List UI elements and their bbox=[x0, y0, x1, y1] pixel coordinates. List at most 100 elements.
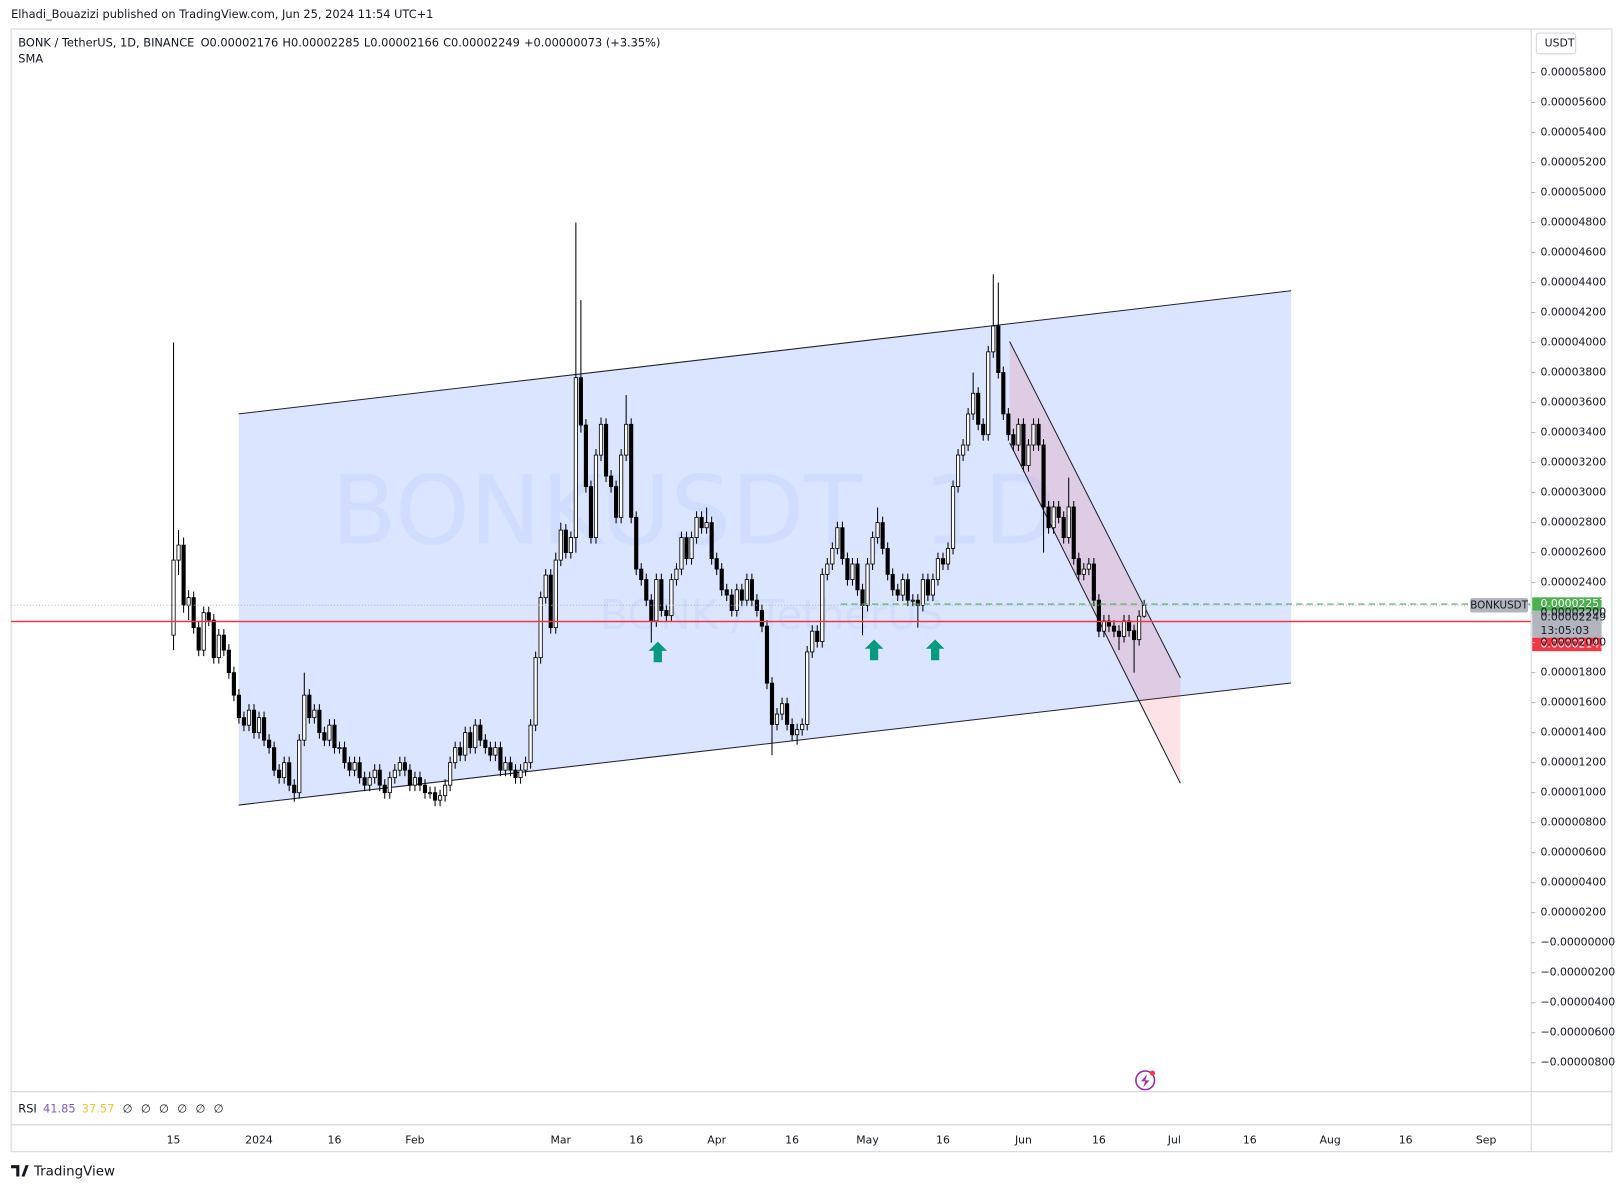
candle-body bbox=[443, 784, 448, 797]
candle-body bbox=[945, 547, 951, 565]
candle-body bbox=[614, 486, 619, 518]
x-tick-label: Sep bbox=[1476, 1133, 1497, 1146]
candle-body bbox=[382, 784, 387, 794]
candle-body bbox=[629, 423, 634, 518]
candle-body bbox=[578, 377, 583, 426]
candle-body bbox=[463, 732, 468, 756]
candle-body bbox=[774, 713, 780, 725]
price-label-box bbox=[1532, 610, 1602, 638]
candle-body bbox=[347, 762, 352, 771]
alert-icon[interactable] bbox=[1135, 1070, 1156, 1091]
y-tick-label: 0.00005200 bbox=[1540, 156, 1606, 169]
symbol: BONK / TetherUS, 1D, BINANCE bbox=[18, 35, 194, 49]
x-tick-label: Apr bbox=[707, 1133, 726, 1146]
candle-body bbox=[860, 589, 865, 606]
candle-body bbox=[583, 424, 588, 488]
rsi-symbol: ∅ bbox=[195, 1101, 205, 1115]
candle-body bbox=[292, 784, 297, 794]
candle-body bbox=[1132, 630, 1137, 641]
candle-body bbox=[991, 325, 996, 353]
channel-top bbox=[238, 290, 1292, 415]
candle-body bbox=[272, 747, 277, 771]
candle-body bbox=[734, 589, 739, 611]
candle-body bbox=[196, 627, 201, 651]
candle-body bbox=[186, 597, 191, 606]
y-tick-label: 0.00003600 bbox=[1540, 396, 1606, 409]
y-tick-label: −0.00000800 bbox=[1540, 1056, 1615, 1069]
candle-body bbox=[417, 777, 423, 786]
x-tick-label: Aug bbox=[1320, 1133, 1341, 1146]
candle-body bbox=[749, 579, 754, 601]
candle-body bbox=[764, 625, 770, 684]
candle-body bbox=[634, 516, 639, 570]
candle-body bbox=[553, 559, 558, 629]
icon-dot bbox=[1149, 1070, 1156, 1076]
candle-body bbox=[508, 762, 513, 771]
candle-body bbox=[790, 723, 795, 736]
y-tick-label: −0.00000200 bbox=[1540, 966, 1615, 979]
candle-body bbox=[468, 732, 473, 749]
ohlc-value: 0.00002176 bbox=[210, 35, 279, 49]
currency[interactable]: USDT bbox=[1545, 36, 1575, 49]
x-tick-label: Jun bbox=[1014, 1133, 1032, 1146]
candle-body bbox=[1126, 620, 1132, 632]
y-tick-label: 0.00001800 bbox=[1540, 666, 1606, 679]
candle-body bbox=[1086, 563, 1091, 570]
down-channel-bottom bbox=[1009, 442, 1181, 784]
candle-body bbox=[890, 573, 895, 591]
candle-body bbox=[996, 325, 1001, 373]
candle-body bbox=[1081, 568, 1086, 575]
y-tick-label: 0.00005600 bbox=[1540, 95, 1606, 108]
candle-body bbox=[1006, 413, 1011, 436]
candle-body bbox=[810, 630, 815, 653]
candle-body bbox=[744, 579, 749, 601]
candle-body bbox=[654, 579, 659, 622]
candle-body bbox=[1041, 444, 1046, 508]
candle-body bbox=[1036, 423, 1041, 446]
candle-body bbox=[694, 516, 699, 539]
currency-box[interactable] bbox=[1535, 32, 1577, 55]
candle-body bbox=[342, 747, 347, 764]
candle-body bbox=[327, 724, 332, 741]
candle-body bbox=[568, 537, 573, 554]
indicator: SMA bbox=[18, 51, 43, 65]
candle-body bbox=[432, 792, 438, 801]
candle-body bbox=[976, 392, 981, 425]
candle-body bbox=[805, 651, 810, 725]
candle-body bbox=[930, 579, 935, 596]
candle-body bbox=[397, 762, 402, 771]
candle-body bbox=[1056, 506, 1061, 518]
candle-body bbox=[488, 747, 493, 756]
candle-body bbox=[940, 558, 946, 565]
x-tick-label: Feb bbox=[405, 1133, 424, 1146]
rsi-value: 41.85 bbox=[43, 1101, 76, 1115]
price-label: 0.00002257 bbox=[1540, 597, 1606, 610]
candle-body bbox=[181, 544, 186, 606]
y-tick-label: 0.00002000 bbox=[1540, 636, 1606, 649]
ohlc-key: L bbox=[364, 35, 371, 49]
candle-body bbox=[588, 486, 594, 539]
candle-body bbox=[704, 522, 709, 529]
candle-body bbox=[287, 762, 292, 786]
candle-body bbox=[307, 694, 312, 719]
candle-body bbox=[875, 522, 880, 539]
candle-body bbox=[267, 739, 272, 749]
candle-body bbox=[910, 599, 915, 602]
candle-body bbox=[312, 709, 317, 719]
candles bbox=[171, 222, 1147, 807]
candle-body bbox=[277, 769, 282, 779]
candle-body bbox=[644, 579, 649, 601]
y-tick-label: 0.00003000 bbox=[1540, 486, 1606, 499]
candle-body bbox=[493, 747, 498, 756]
change: +0.00000073 (+3.35%) bbox=[524, 35, 660, 49]
candle-body bbox=[729, 594, 734, 611]
candle-body bbox=[1046, 506, 1051, 529]
candle-body bbox=[573, 377, 578, 539]
candle-body bbox=[1071, 506, 1076, 560]
candle-body bbox=[1011, 434, 1016, 446]
candle-body bbox=[900, 579, 905, 596]
x-tick-label: 16 bbox=[1243, 1133, 1257, 1146]
candle-body bbox=[392, 769, 397, 779]
y-tick-label: 0.00004600 bbox=[1540, 246, 1606, 259]
candle-body bbox=[1137, 615, 1142, 641]
